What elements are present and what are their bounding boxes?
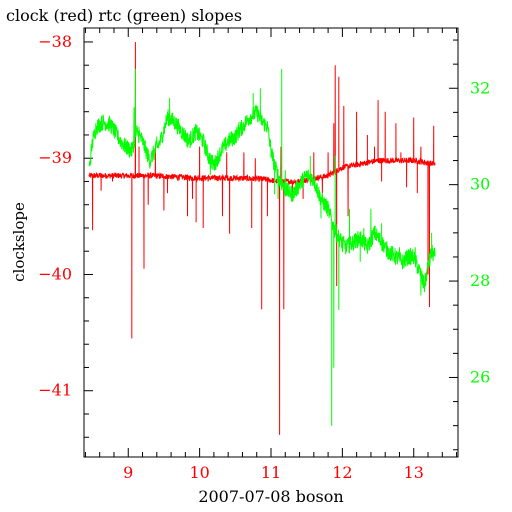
y-left-tick-label: −41 bbox=[38, 381, 72, 400]
x-axis-label: 2007-07-08 boson bbox=[198, 487, 343, 506]
y-right-tick-label: 28 bbox=[470, 271, 490, 290]
x-axis: 9 10 11 12 13 bbox=[84, 28, 458, 482]
y-right-tick-label: 26 bbox=[470, 367, 490, 386]
right-axis: 32 30 28 26 bbox=[449, 39, 490, 451]
y-left-tick-label: −40 bbox=[38, 264, 72, 283]
x-tick-label: 12 bbox=[332, 463, 352, 482]
y-left-tick-label: −39 bbox=[38, 148, 72, 167]
left-axis: −38 −39 −40 −41 bbox=[38, 32, 93, 438]
y-right-tick-label: 30 bbox=[470, 175, 490, 194]
y-axis-label: clockslope bbox=[10, 202, 28, 282]
x-tick-label: 9 bbox=[123, 463, 133, 482]
chart-title: clock (red) rtc (green) slopes bbox=[6, 6, 242, 25]
rtc-series-line bbox=[88, 68, 436, 426]
clock-series-line bbox=[88, 41, 436, 435]
x-tick-label: 10 bbox=[189, 463, 209, 482]
plot-frame bbox=[83, 27, 459, 458]
x-tick-label: 11 bbox=[261, 463, 281, 482]
y-left-tick-label: −38 bbox=[38, 32, 72, 51]
y-right-tick-label: 32 bbox=[470, 78, 490, 97]
x-tick-label: 13 bbox=[404, 463, 424, 482]
